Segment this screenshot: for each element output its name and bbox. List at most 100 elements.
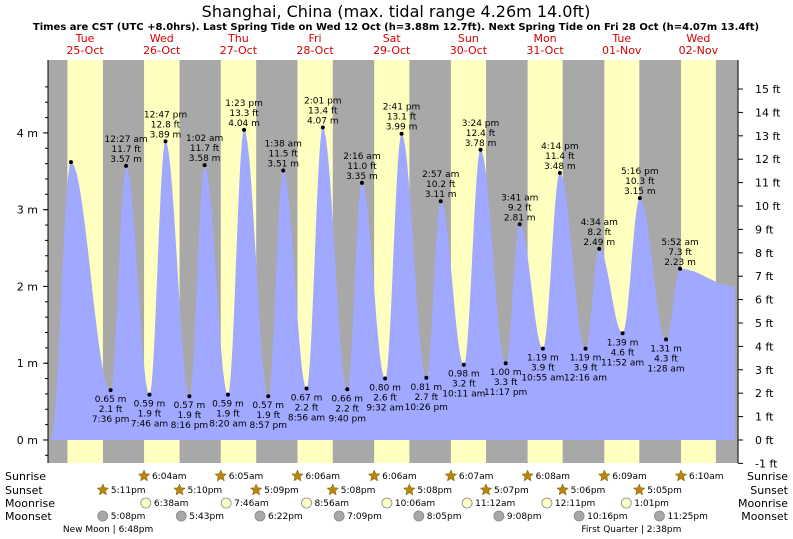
high-tide-label: 3.89 m bbox=[150, 130, 182, 140]
moonset-time: 5:43pm bbox=[189, 512, 224, 522]
low-tide-label: 3.2 ft bbox=[452, 380, 476, 390]
day-name: Sat bbox=[383, 32, 402, 45]
moonrise-row-label: Moonrise bbox=[5, 497, 55, 510]
y-tick-label-right: 11 ft bbox=[755, 177, 781, 190]
moonset-row-label: Moonset bbox=[5, 510, 52, 523]
moonrise-icon bbox=[140, 497, 152, 509]
sunrise-time: 6:06am bbox=[382, 472, 417, 482]
sunrise-time: 6:10am bbox=[689, 472, 724, 482]
low-tide-label: 2.1 ft bbox=[99, 405, 123, 415]
moonrise-time: 8:56am bbox=[315, 499, 350, 509]
high-tide-label: 3:24 pm bbox=[462, 119, 500, 129]
moonrise-icon bbox=[620, 497, 632, 509]
low-tide-label: 0.57 m bbox=[252, 401, 284, 411]
low-tide-label: 4.6 ft bbox=[611, 348, 635, 358]
high-tide-label: 1:02 am bbox=[186, 134, 223, 144]
low-tide-label: 0.57 m bbox=[174, 401, 206, 411]
high-tide-label: 13.1 ft bbox=[387, 113, 417, 123]
low-tide-label: 11:17 pm bbox=[484, 388, 527, 398]
y-tick-label-right: 3 ft bbox=[755, 364, 774, 377]
y-axis-right: -1 ft 0 ft 1 ft 2 ft 3 ft 4 ft 5 ft 6 ft 7 ft 8 f… bbox=[737, 60, 781, 470]
low-tide-point bbox=[345, 387, 350, 392]
sunrise-time: 6:04am bbox=[152, 472, 187, 482]
high-tide-label: 4:14 pm bbox=[541, 142, 579, 152]
moonrise-time: 12:11pm bbox=[555, 499, 595, 509]
low-tide-point bbox=[424, 375, 429, 380]
moonrise-time: 7:46am bbox=[234, 499, 269, 509]
low-tide-label: 0.59 m bbox=[134, 400, 166, 410]
day-date: 27-Oct bbox=[220, 44, 258, 57]
y-tick-label-right: 5 ft bbox=[755, 317, 774, 330]
low-tide-label: 8:16 pm bbox=[171, 421, 209, 431]
sun-icon bbox=[556, 483, 569, 496]
high-tide-label: 2:16 am bbox=[343, 152, 380, 162]
low-tide-point bbox=[461, 362, 466, 367]
sun-icon bbox=[214, 469, 228, 482]
day-name: Thu bbox=[227, 32, 249, 45]
sun-icon bbox=[521, 469, 534, 482]
high-tide-label: 12.8 ft bbox=[151, 120, 181, 130]
y-tick-label-right: 9 ft bbox=[755, 223, 774, 236]
day-date: 29-Oct bbox=[373, 44, 411, 57]
sun-icon bbox=[137, 469, 151, 482]
y-tick-label-right: 8 ft bbox=[755, 247, 774, 260]
day-name: Wed bbox=[686, 32, 710, 45]
low-tide-point bbox=[620, 331, 625, 336]
y-tick-label-right: 12 ft bbox=[755, 153, 781, 166]
low-tide-label: 0.59 m bbox=[212, 400, 244, 410]
y-tick-label-right: 13 ft bbox=[755, 130, 781, 143]
moonset-time: 9:08pm bbox=[507, 512, 542, 522]
high-tide-label: 4:34 am bbox=[581, 218, 618, 228]
moonset-icon bbox=[493, 510, 505, 522]
low-tide-label: 0.81 m bbox=[410, 383, 442, 393]
high-tide-label: 12.4 ft bbox=[466, 129, 496, 139]
high-tide-label: 10.3 ft bbox=[625, 177, 655, 187]
moonrise-icon bbox=[461, 497, 473, 509]
sun-icon bbox=[632, 483, 646, 496]
moon-phase-label: New Moon | 6:48pm bbox=[63, 525, 153, 535]
low-tide-point bbox=[304, 386, 309, 391]
high-tide-label: 3:41 am bbox=[501, 193, 538, 203]
sun-icon bbox=[291, 469, 304, 482]
y-tick-label-right: 14 ft bbox=[755, 106, 781, 119]
high-tide-label: 1:38 am bbox=[265, 140, 302, 150]
moonset-time: 5:08pm bbox=[111, 512, 146, 522]
y-tick-label-right: 6 ft bbox=[755, 294, 774, 307]
moonset-time: 10:16pm bbox=[587, 512, 627, 522]
high-tide-label: 11.4 ft bbox=[545, 152, 575, 162]
day-date: 31-Oct bbox=[526, 44, 564, 57]
high-tide-label: 11.7 ft bbox=[190, 144, 220, 154]
low-tide-label: 2.2 ft bbox=[335, 404, 359, 414]
moonrise-time: 10:06am bbox=[395, 499, 435, 509]
moonset-icon bbox=[333, 510, 345, 522]
y-tick-label-right: 4 ft bbox=[755, 340, 774, 353]
day-name: Wed bbox=[150, 32, 174, 45]
high-tide-label: 5:16 pm bbox=[621, 167, 659, 177]
high-tide-point bbox=[678, 266, 683, 271]
moonset-icon bbox=[654, 510, 665, 522]
high-tide-label: 3.58 m bbox=[189, 154, 221, 164]
sun-icon bbox=[674, 469, 688, 482]
high-tide-point bbox=[242, 127, 247, 132]
low-tide-label: 3.3 ft bbox=[494, 378, 518, 388]
high-tide-label: 3.15 m bbox=[624, 187, 656, 197]
low-tide-label: 0.67 m bbox=[291, 394, 323, 404]
high-tide-label: 2.23 m bbox=[664, 258, 696, 268]
high-tide-label: 3.35 m bbox=[346, 172, 378, 182]
sun-icon bbox=[367, 469, 381, 482]
day-name: Fri bbox=[309, 32, 322, 45]
high-tide-label: 2:01 pm bbox=[304, 97, 342, 107]
high-tide-point bbox=[124, 163, 129, 168]
low-tide-label: 11:52 am bbox=[601, 358, 644, 368]
high-tide-point bbox=[438, 199, 443, 204]
high-tide-label: 13.4 ft bbox=[308, 107, 338, 117]
sunrise-time: 6:09am bbox=[612, 472, 647, 482]
low-tide-point bbox=[383, 376, 388, 381]
high-tide-label: 11.0 ft bbox=[347, 162, 377, 172]
sunset-time: 5:06pm bbox=[571, 486, 606, 496]
sun-icon bbox=[403, 483, 416, 496]
low-tide-label: 0.65 m bbox=[95, 395, 127, 405]
moonrise-time: 11:12am bbox=[475, 499, 515, 509]
